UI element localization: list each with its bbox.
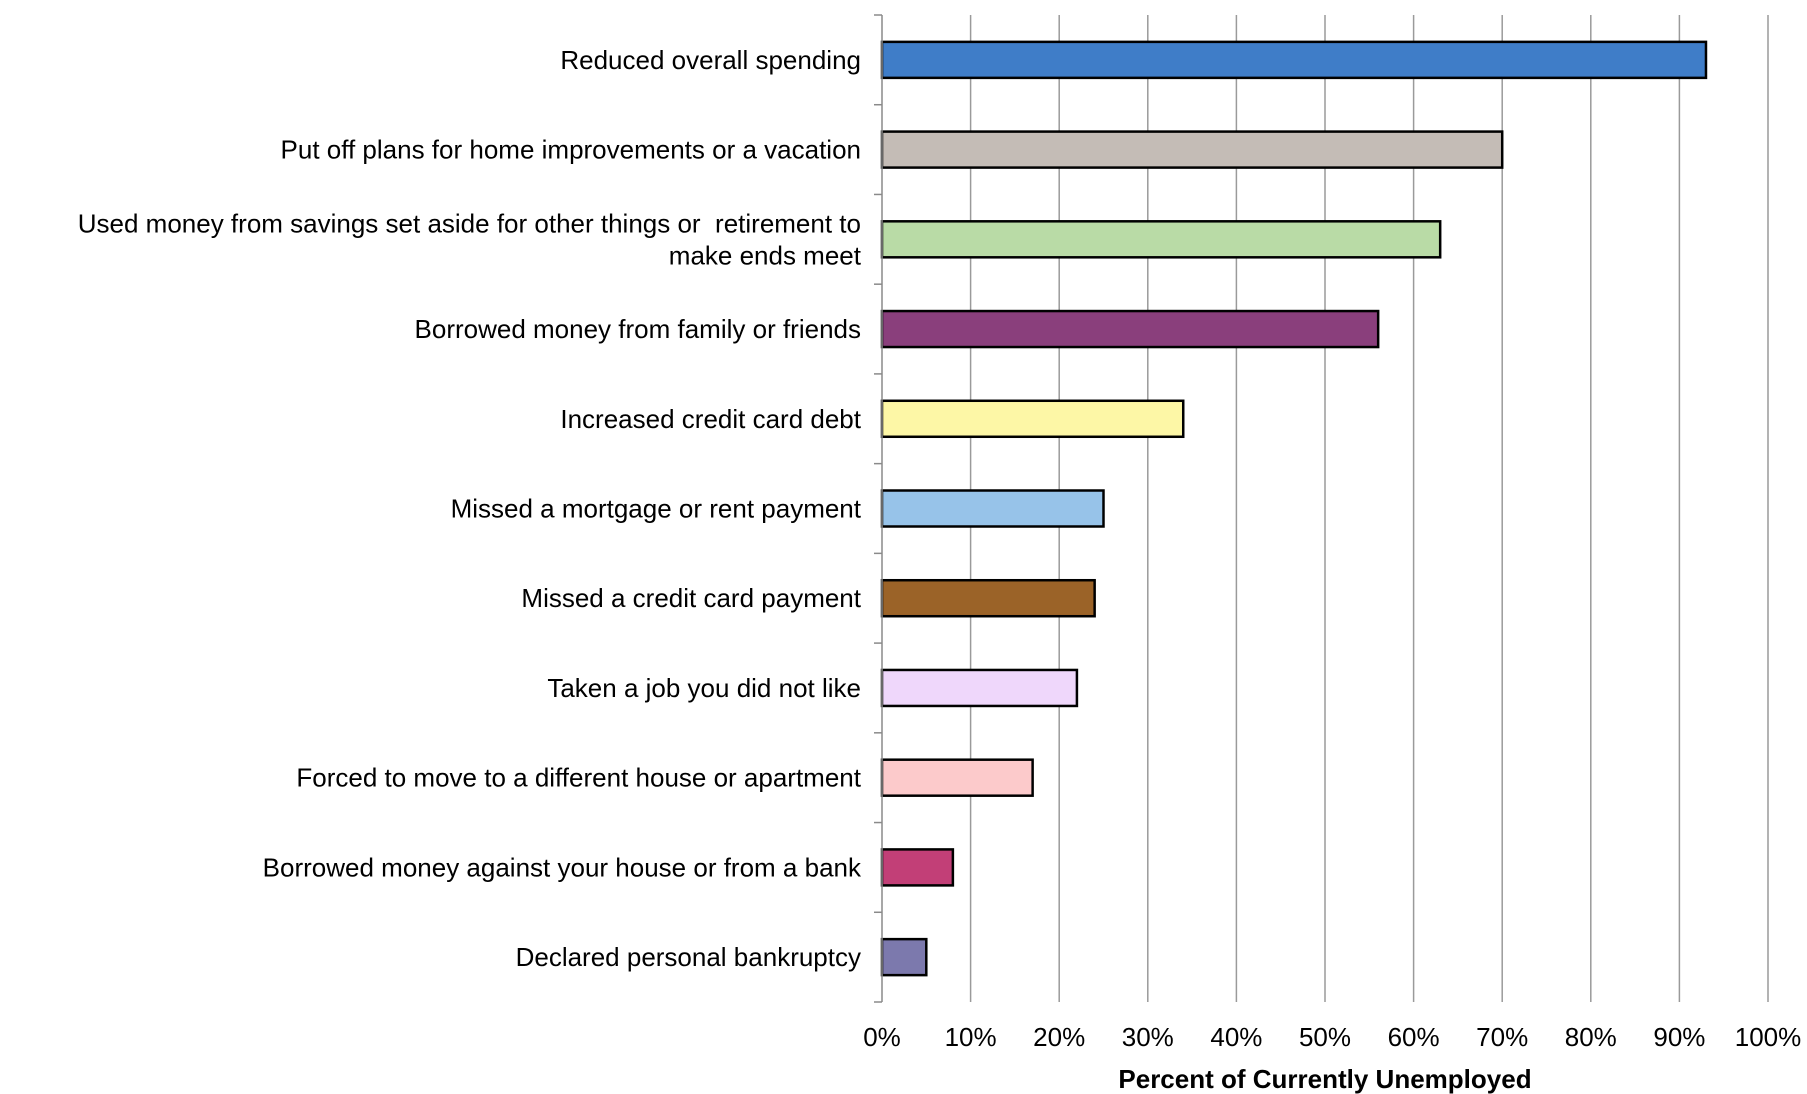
bar-5 [880,399,1185,439]
x-tick-label-80: 80% [1565,1022,1617,1052]
category-label-7: Missed a credit card payment [521,583,861,613]
x-tick-label-40: 40% [1210,1022,1262,1052]
bar-9 [880,758,1034,797]
x-axis-title: Percent of Currently Unemployed [1118,1064,1531,1094]
category-label-line: Forced to move to a different house or a… [296,763,861,793]
category-label-1: Reduced overall spending [560,45,861,75]
category-label-line: Put off plans for home improvements or a… [281,135,861,165]
x-tick-label-10: 10% [945,1022,997,1052]
category-label-line: Increased credit card debt [560,404,861,434]
category-label-6: Missed a mortgage or rent payment [451,494,862,524]
category-label-line: Used money from savings set aside for ot… [78,208,861,238]
x-tick-label-60: 60% [1388,1022,1440,1052]
category-label-10: Borrowed money against your house or fro… [263,852,862,882]
category-label-11: Declared personal bankruptcy [516,942,861,972]
category-labels: Reduced overall spending Put off plans fo… [78,45,862,972]
category-label-line: Taken a job you did not like [547,673,861,703]
bar-10 [880,848,955,887]
bar-3 [880,220,1442,259]
x-tick-label-50: 50% [1299,1022,1351,1052]
x-tick-label-30: 30% [1122,1022,1174,1052]
category-axis [874,14,883,1003]
x-tick-label-90: 90% [1653,1022,1705,1052]
bar-2 [880,130,1504,169]
category-label-2: Put off plans for home improvements or a… [281,135,861,165]
bar-4 [880,309,1380,349]
category-label-line: Borrowed money from family or friends [415,314,861,344]
gridlines [969,15,1769,1002]
bar-8 [880,668,1079,708]
x-tick-labels: 0% 10% 20% 30% 40% 50% 60% 70% 80% 90% 100% [863,1022,1801,1052]
category-label-8: Taken a job you did not like [547,673,861,703]
category-label-line: Declared personal bankruptcy [516,942,861,972]
category-label-line: Borrowed money against your house or fro… [263,852,862,882]
x-tick-label-0: 0% [863,1022,901,1052]
category-label-line: Missed a credit card payment [521,583,861,613]
bar-1 [880,40,1708,80]
category-label-5: Increased credit card debt [560,404,861,434]
category-label-4: Borrowed money from family or friends [415,314,861,344]
bar-6 [880,489,1105,528]
bar-11 [880,937,928,977]
category-label-line: Reduced overall spending [560,45,861,75]
x-tick-label-100: 100% [1735,1022,1802,1052]
category-label-line: make ends meet [669,240,862,270]
x-tick-label-20: 20% [1033,1022,1085,1052]
bars [880,40,1708,977]
category-label-9: Forced to move to a different house or a… [296,763,861,793]
bar-7 [880,578,1096,618]
category-label-3: Used money from savings set aside for ot… [78,208,862,270]
category-label-line: Missed a mortgage or rent payment [451,494,862,524]
x-tick-label-70: 70% [1476,1022,1528,1052]
